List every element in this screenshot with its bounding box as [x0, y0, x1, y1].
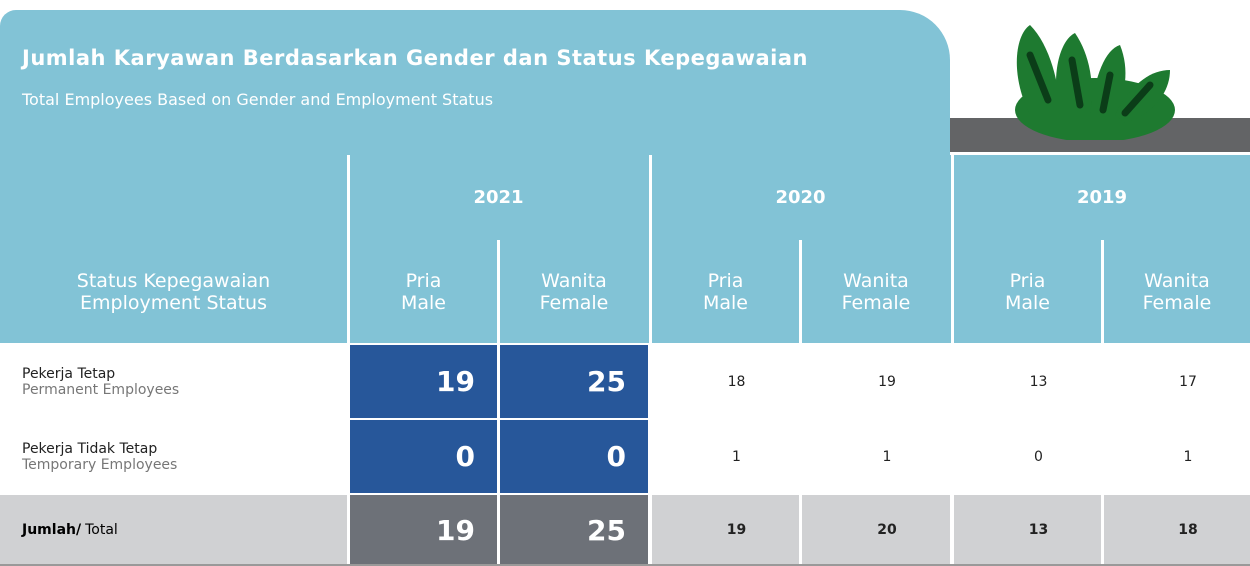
year-label: 2019 — [1076, 186, 1128, 208]
label-en: Total — [85, 522, 118, 538]
highlight-cell: 19 — [350, 345, 497, 418]
value: 19 — [436, 365, 475, 398]
label: Jumlah/ — [22, 522, 82, 538]
value-cell: 19 — [802, 345, 950, 418]
plant-icon — [1015, 25, 1175, 140]
row-label: Pekerja Tetap Permanent Employees — [0, 345, 347, 418]
value: 20 — [877, 522, 897, 538]
value: 17 — [1179, 373, 1197, 390]
divider — [649, 155, 652, 343]
value: 19 — [726, 522, 747, 538]
value: 18 — [727, 373, 746, 390]
value: 13 — [1029, 373, 1048, 390]
column-header: Wanita Female — [500, 240, 648, 343]
value-cell: 20 — [802, 495, 950, 565]
column-header: Pria Male — [350, 240, 497, 343]
value-cell: 18 — [652, 345, 799, 418]
bottom-rule — [0, 564, 1250, 566]
value: 0 — [1034, 448, 1043, 465]
total-label: Jumlah/Total — [22, 522, 118, 538]
header-text: Male — [400, 291, 446, 314]
label: Pekerja Tidak Tetap — [22, 440, 158, 457]
value: 0 — [606, 440, 626, 473]
value: 1 — [732, 448, 741, 465]
header-text: Female — [539, 291, 609, 314]
highlight-cell: 0 — [500, 420, 648, 493]
value-cell: 13 — [954, 495, 1101, 565]
header-text: Male — [702, 291, 748, 314]
highlight-cell: 25 — [500, 495, 648, 565]
header-text: Pria — [707, 269, 744, 292]
value: 18 — [1178, 522, 1198, 538]
label-en: Temporary Employees — [22, 456, 178, 473]
highlight-cell: 25 — [500, 345, 648, 418]
value-cell: 1 — [652, 420, 799, 493]
divider — [951, 155, 954, 343]
header-text: Female — [841, 291, 911, 314]
column-header: Pria Male — [954, 240, 1101, 343]
value-cell: 1 — [1104, 420, 1250, 493]
header-text: Female — [1142, 291, 1212, 314]
value-cell: 17 — [1104, 345, 1250, 418]
highlight-cell: 0 — [350, 420, 497, 493]
value-cell: 0 — [954, 420, 1101, 493]
label-en: Permanent Employees — [22, 381, 180, 398]
column-header: Pria Male — [652, 240, 799, 343]
value: 1 — [1183, 448, 1193, 465]
year-label: 2020 — [775, 186, 826, 208]
divider — [799, 240, 802, 343]
header-text: Status Kepegawaian — [76, 269, 271, 292]
row-label: Pekerja Tidak Tetap Temporary Employees — [0, 420, 347, 493]
year-header: 2020 — [652, 155, 949, 239]
value-cell: 19 — [652, 495, 799, 565]
header-text: Wanita — [541, 269, 607, 292]
year-header: 2021 — [350, 155, 647, 239]
title: Jumlah Karyawan Berdasarkan Gender dan S… — [22, 46, 808, 70]
value: 1 — [882, 448, 892, 465]
header-panel — [0, 10, 950, 156]
header-text: Pria — [405, 269, 442, 292]
column-header: Wanita Female — [1104, 240, 1250, 343]
header-text: Pria — [1009, 269, 1046, 292]
value-cell: 1 — [802, 420, 950, 493]
column-header: Wanita Female — [802, 240, 950, 343]
year-header: 2019 — [954, 155, 1250, 239]
header-text: Male — [1004, 291, 1050, 314]
row-label: Jumlah/Total — [0, 495, 347, 565]
subtitle: Total Employees Based on Gender and Empl… — [22, 90, 494, 109]
value: 25 — [587, 365, 626, 398]
value: 0 — [455, 440, 475, 473]
value: 19 — [878, 373, 896, 390]
header-text: Wanita — [1144, 269, 1210, 292]
label: Pekerja Tetap — [22, 365, 116, 382]
value: 25 — [587, 513, 626, 547]
divider — [347, 155, 350, 343]
value-cell: 18 — [1104, 495, 1250, 565]
header-text: Wanita — [843, 269, 909, 292]
header-text: Employment Status — [80, 291, 267, 314]
divider — [1101, 240, 1104, 343]
divider — [497, 240, 500, 343]
value: 13 — [1028, 522, 1049, 538]
highlight-cell: 19 — [350, 495, 497, 565]
label-header: Status Kepegawaian Employment Status — [0, 240, 347, 343]
year-label: 2021 — [473, 186, 524, 208]
value: 19 — [436, 513, 475, 547]
value-cell: 13 — [954, 345, 1101, 418]
